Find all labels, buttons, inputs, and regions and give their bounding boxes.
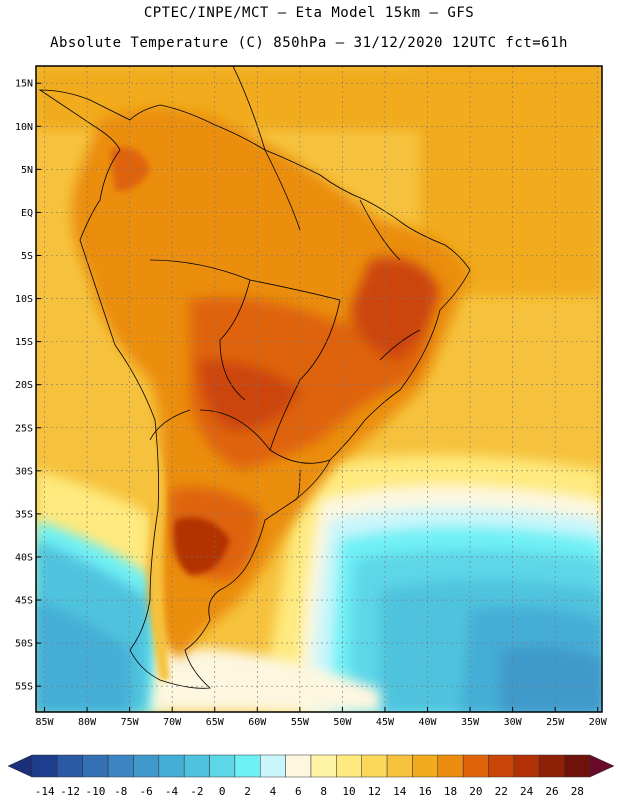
colorbar-label: 6 — [295, 785, 302, 798]
lat-label: 25S — [15, 423, 33, 434]
colorbar-label: 24 — [520, 785, 534, 798]
colorbar-swatch — [183, 754, 210, 778]
lat-label: 45S — [15, 596, 33, 607]
lat-label: 35S — [15, 509, 33, 520]
colorbar-label: 16 — [419, 785, 432, 798]
colorbar-right-arrow — [589, 754, 615, 778]
colorbar-label: 28 — [571, 785, 584, 798]
colorbar-left-arrow — [7, 754, 33, 778]
colorbar-swatch — [234, 754, 261, 778]
colorbar-label: 12 — [368, 785, 381, 798]
lat-label: 15N — [15, 79, 33, 90]
lon-label: 35W — [461, 717, 480, 728]
lat-label: 40S — [15, 552, 33, 563]
colorbar-swatch — [158, 754, 185, 778]
lon-label: 30W — [504, 717, 523, 728]
lat-label: 55S — [15, 682, 33, 693]
coastlines — [38, 66, 471, 689]
colorbar-swatch — [209, 754, 236, 778]
colorbar-label: -10 — [85, 785, 105, 798]
lon-label: 55W — [291, 717, 310, 728]
colorbar-label: 10 — [342, 785, 355, 798]
lon-label: 40W — [418, 717, 437, 728]
colorbar-label: 26 — [545, 785, 558, 798]
colorbar-label: 0 — [219, 785, 226, 798]
lon-label: 80W — [78, 717, 97, 728]
lat-label: 10N — [15, 122, 33, 133]
colorbar-label: 8 — [320, 785, 327, 798]
colorbar-swatch — [133, 754, 160, 778]
colorbar-swatch — [31, 754, 58, 778]
lon-label: 60W — [248, 717, 267, 728]
lat-label: 5N — [21, 165, 33, 176]
colorbar-swatch — [564, 754, 591, 778]
map-frame — [35, 65, 603, 713]
lon-label: 50W — [333, 717, 352, 728]
lat-label: 10S — [15, 294, 33, 305]
colorbar-swatch — [336, 754, 362, 778]
colorbar-label: 14 — [393, 785, 407, 798]
colorbar-swatch — [412, 754, 439, 778]
colorbar-label: -8 — [114, 785, 127, 798]
colorbar-label: 18 — [444, 785, 457, 798]
colorbar-swatch — [285, 754, 312, 778]
title-line-1: CPTEC/INPE/MCT – Eta Model 15km – GFS — [143, 5, 475, 21]
colorbar-swatch — [488, 754, 515, 778]
colorbar-label: -4 — [165, 785, 179, 798]
lat-label: 20S — [15, 380, 33, 391]
colorbar-swatch — [361, 754, 388, 778]
colorbar-swatch — [539, 754, 565, 778]
lat-label: 15S — [15, 337, 33, 348]
lat-label: EQ — [21, 208, 33, 219]
colorbar-label: 22 — [495, 785, 508, 798]
longitude-axis: 85W 80W 75W 70W 65W 60W 55W 50W 45W 40W 35W 30W 25W 2… — [35, 707, 608, 728]
colorbar-swatch — [82, 754, 109, 778]
colorbar-swatch — [260, 754, 286, 778]
colorbar-swatch — [57, 754, 83, 778]
colorbar-label: 4 — [270, 785, 277, 798]
colorbar-swatch — [462, 754, 489, 778]
title-line-2: Absolute Temperature (C) 850hPa – 31/12/… — [50, 35, 568, 51]
lon-label: 70W — [163, 717, 182, 728]
lon-label: 75W — [121, 717, 140, 728]
temperature-field — [36, 66, 602, 712]
colorbar-swatch — [310, 754, 337, 778]
lat-label: 50S — [15, 639, 33, 650]
lon-label: 45W — [376, 717, 395, 728]
colorbar-swatch — [107, 754, 134, 778]
colorbar-label: -14 — [35, 785, 55, 798]
colorbar-label: 20 — [469, 785, 482, 798]
colorbar-label: -12 — [60, 785, 80, 798]
lon-label: 85W — [35, 717, 54, 728]
lat-label: 30S — [15, 466, 33, 477]
lon-label: 20W — [589, 717, 608, 728]
lon-label: 25W — [546, 717, 565, 728]
colorbar-swatch — [386, 754, 413, 778]
lat-label: 5S — [21, 251, 33, 262]
colorbar-label: -2 — [190, 785, 203, 798]
colorbar-label: -6 — [140, 785, 153, 798]
colorbar-swatch — [513, 754, 540, 778]
lat-lon-grid — [36, 66, 602, 712]
colorbar-label: 2 — [244, 785, 251, 798]
latitude-axis: 15N 10N 5N EQ 5S 10S 15S 20S 25S 30S 35S 40S 45S 50S 5… — [15, 79, 41, 693]
lon-label: 65W — [206, 717, 225, 728]
colorbar-swatch — [437, 754, 464, 778]
colorbar: -14 -12 -10 -8 -6 -4 -2 0 2 4 6 8 10 12 14 16 18 20 22 24 26… — [7, 754, 615, 798]
